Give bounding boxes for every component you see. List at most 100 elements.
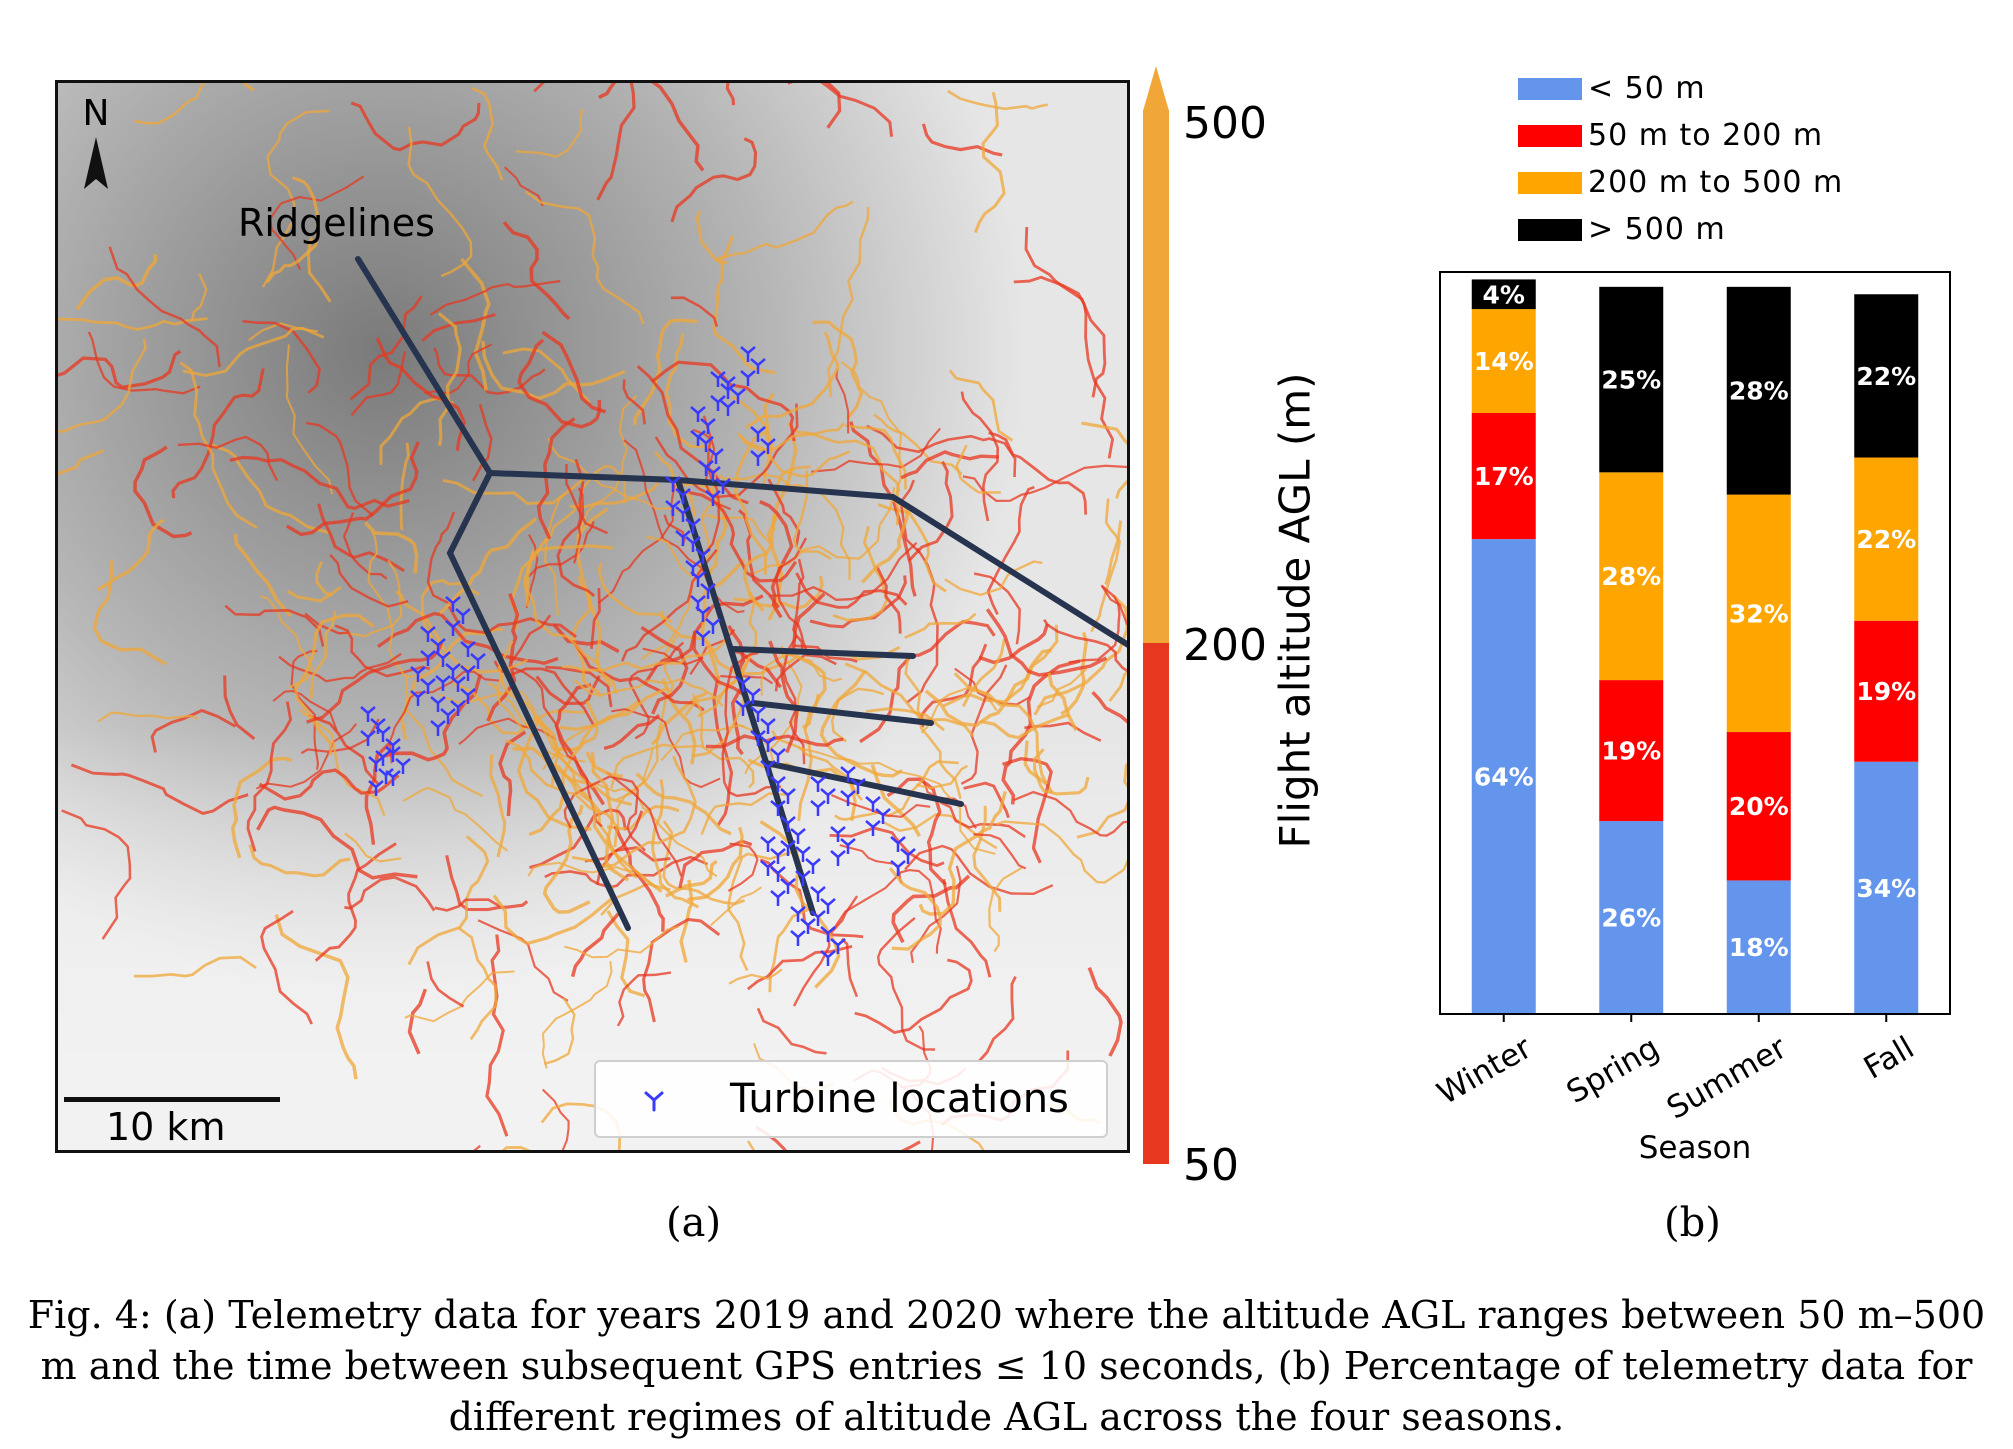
flight-track xyxy=(426,961,465,1008)
colorbar-low-band xyxy=(1143,643,1169,1164)
turbine-marker xyxy=(820,788,836,804)
bar-segment xyxy=(1854,620,1919,762)
turbine-marker xyxy=(760,836,776,852)
turbine-icon xyxy=(644,1091,664,1112)
turbine-marker xyxy=(760,736,776,752)
flight-track xyxy=(1087,966,1123,1057)
flight-track xyxy=(861,495,910,584)
turbine-marker xyxy=(830,850,846,866)
flight-track xyxy=(603,713,661,750)
flight-track xyxy=(379,396,454,465)
turbine-marker xyxy=(735,700,751,716)
x-tick-label: Summer xyxy=(1661,1030,1793,1127)
turbine-marker xyxy=(760,718,776,734)
flight-track xyxy=(426,511,456,607)
flight-track xyxy=(434,898,501,912)
turbine-marker xyxy=(770,800,786,816)
turbine-marker xyxy=(795,846,811,862)
flight-track xyxy=(395,590,505,674)
turbine-marker xyxy=(820,926,836,942)
flight-track xyxy=(274,914,358,1080)
flight-track xyxy=(445,854,529,912)
data-label: 14% xyxy=(1474,347,1534,376)
flight-track xyxy=(759,500,794,619)
flight-track xyxy=(636,365,749,505)
flight-track xyxy=(650,691,708,746)
flight-track xyxy=(287,585,342,603)
turbine-marker xyxy=(435,651,451,667)
legend-entry: 200 m to 500 m xyxy=(1588,165,1843,200)
flight-track xyxy=(687,826,744,902)
turbine-marker xyxy=(840,838,856,854)
flight-track xyxy=(364,740,393,845)
flight-track xyxy=(705,734,844,749)
bar-segment xyxy=(1471,412,1536,540)
flight-track xyxy=(1013,275,1115,459)
flight-track xyxy=(452,681,586,735)
turbine-marker xyxy=(770,866,786,882)
flight-track xyxy=(654,403,799,499)
flight-track xyxy=(615,748,654,832)
turbine-marker xyxy=(470,653,486,669)
flight-track xyxy=(541,330,607,414)
flight-track xyxy=(973,91,1006,234)
flight-track xyxy=(407,988,428,1055)
flight-track xyxy=(61,809,132,940)
flight-track xyxy=(792,470,832,560)
flight-track xyxy=(563,775,646,852)
flight-track xyxy=(543,997,576,1065)
turbine-marker xyxy=(360,730,376,746)
flight-track xyxy=(525,549,618,695)
scale-bar xyxy=(64,1097,280,1102)
colorbar-tick-50: 50 xyxy=(1183,1140,1239,1191)
legend-swatch xyxy=(1518,78,1582,100)
turbine-marker xyxy=(685,518,701,534)
flight-track xyxy=(517,338,602,429)
x-axis-label: Season xyxy=(1639,1130,1752,1166)
flight-track xyxy=(640,625,689,715)
turbine-marker xyxy=(710,395,726,411)
data-label: 22% xyxy=(1856,525,1916,554)
turbine-marker xyxy=(800,918,816,934)
flight-track xyxy=(344,875,436,912)
turbine-marker xyxy=(420,626,436,642)
turbine-marker xyxy=(780,878,796,894)
turbine-marker xyxy=(820,898,836,914)
flight-track xyxy=(344,832,402,863)
flight-track xyxy=(350,101,481,152)
legend-entry: 50 m to 200 m xyxy=(1588,118,1823,153)
flight-track xyxy=(670,137,758,223)
flight-track xyxy=(565,463,609,535)
flight-track xyxy=(524,190,645,325)
legend-swatch xyxy=(1518,172,1582,194)
flight-track xyxy=(485,934,509,1137)
flight-track xyxy=(635,772,732,836)
turbine-marker xyxy=(435,675,451,691)
flight-track xyxy=(223,675,256,741)
flight-track xyxy=(744,331,840,430)
flight-track xyxy=(343,559,403,638)
flight-track xyxy=(512,746,630,882)
flight-track xyxy=(87,331,201,395)
flight-track xyxy=(315,561,333,597)
flight-track xyxy=(509,614,552,665)
flight-track xyxy=(306,421,375,517)
turbine-marker xyxy=(715,478,731,494)
flight-track xyxy=(133,955,257,978)
ridgeline-west xyxy=(355,256,631,931)
flight-track xyxy=(844,662,975,738)
flight-track xyxy=(1108,671,1127,702)
turbine-marker xyxy=(445,620,461,636)
flight-track xyxy=(613,825,665,932)
turbine-marker xyxy=(890,836,906,852)
flight-track xyxy=(606,910,646,998)
flight-track xyxy=(597,562,673,623)
turbine-marker xyxy=(445,596,461,612)
turbine-marker xyxy=(770,776,786,792)
turbine-marker xyxy=(440,708,456,724)
flight-track xyxy=(676,487,798,583)
flight-track xyxy=(829,826,945,868)
flight-track xyxy=(545,665,613,708)
flight-track xyxy=(973,833,1027,870)
flight-track xyxy=(304,612,348,635)
